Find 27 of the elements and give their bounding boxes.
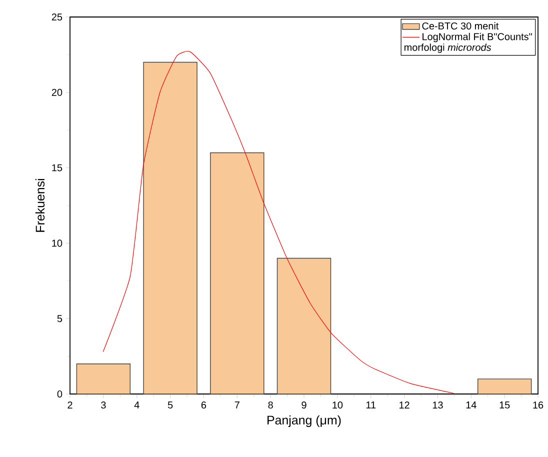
y-tick-label: 20 (52, 88, 62, 96)
x-tick-label: 11 (366, 402, 376, 408)
x-tick-label: 6 (201, 402, 206, 409)
legend-label: LogNormal Fit B"Counts" (422, 32, 532, 42)
x-tick-label: 10 (332, 402, 343, 409)
x-tick-label: 8 (268, 402, 273, 409)
x-axis-title: Panjang (μm) (268, 415, 341, 427)
y-tick-label: 10 (52, 240, 62, 247)
x-tick-label: 7 (234, 402, 240, 408)
y-tick-label: 0 (57, 390, 62, 398)
x-tick-label: 13 (432, 402, 443, 409)
line-series (102, 51, 454, 394)
x-tick-label: 5 (168, 402, 173, 408)
legend-title: morfologi microrods (404, 44, 492, 53)
x-tick-label: 4 (134, 402, 140, 408)
x-tick-label: 2 (68, 402, 72, 408)
y-tick-label: 25 (52, 13, 62, 21)
x-tick-label: 12 (400, 402, 410, 408)
y-axis-title: Frekuensi (35, 179, 45, 232)
y-tick-label: 15 (52, 164, 62, 172)
x-tick-label: 16 (533, 402, 544, 409)
x-tick-label: 14 (466, 402, 476, 408)
legend-label: Ce-BTC 30 menit (422, 22, 499, 30)
y-tick-label: 5 (57, 315, 62, 322)
x-tick-label: 9 (302, 402, 306, 409)
x-tick-label: 15 (500, 402, 510, 408)
x-tick-label: 3 (101, 402, 106, 409)
